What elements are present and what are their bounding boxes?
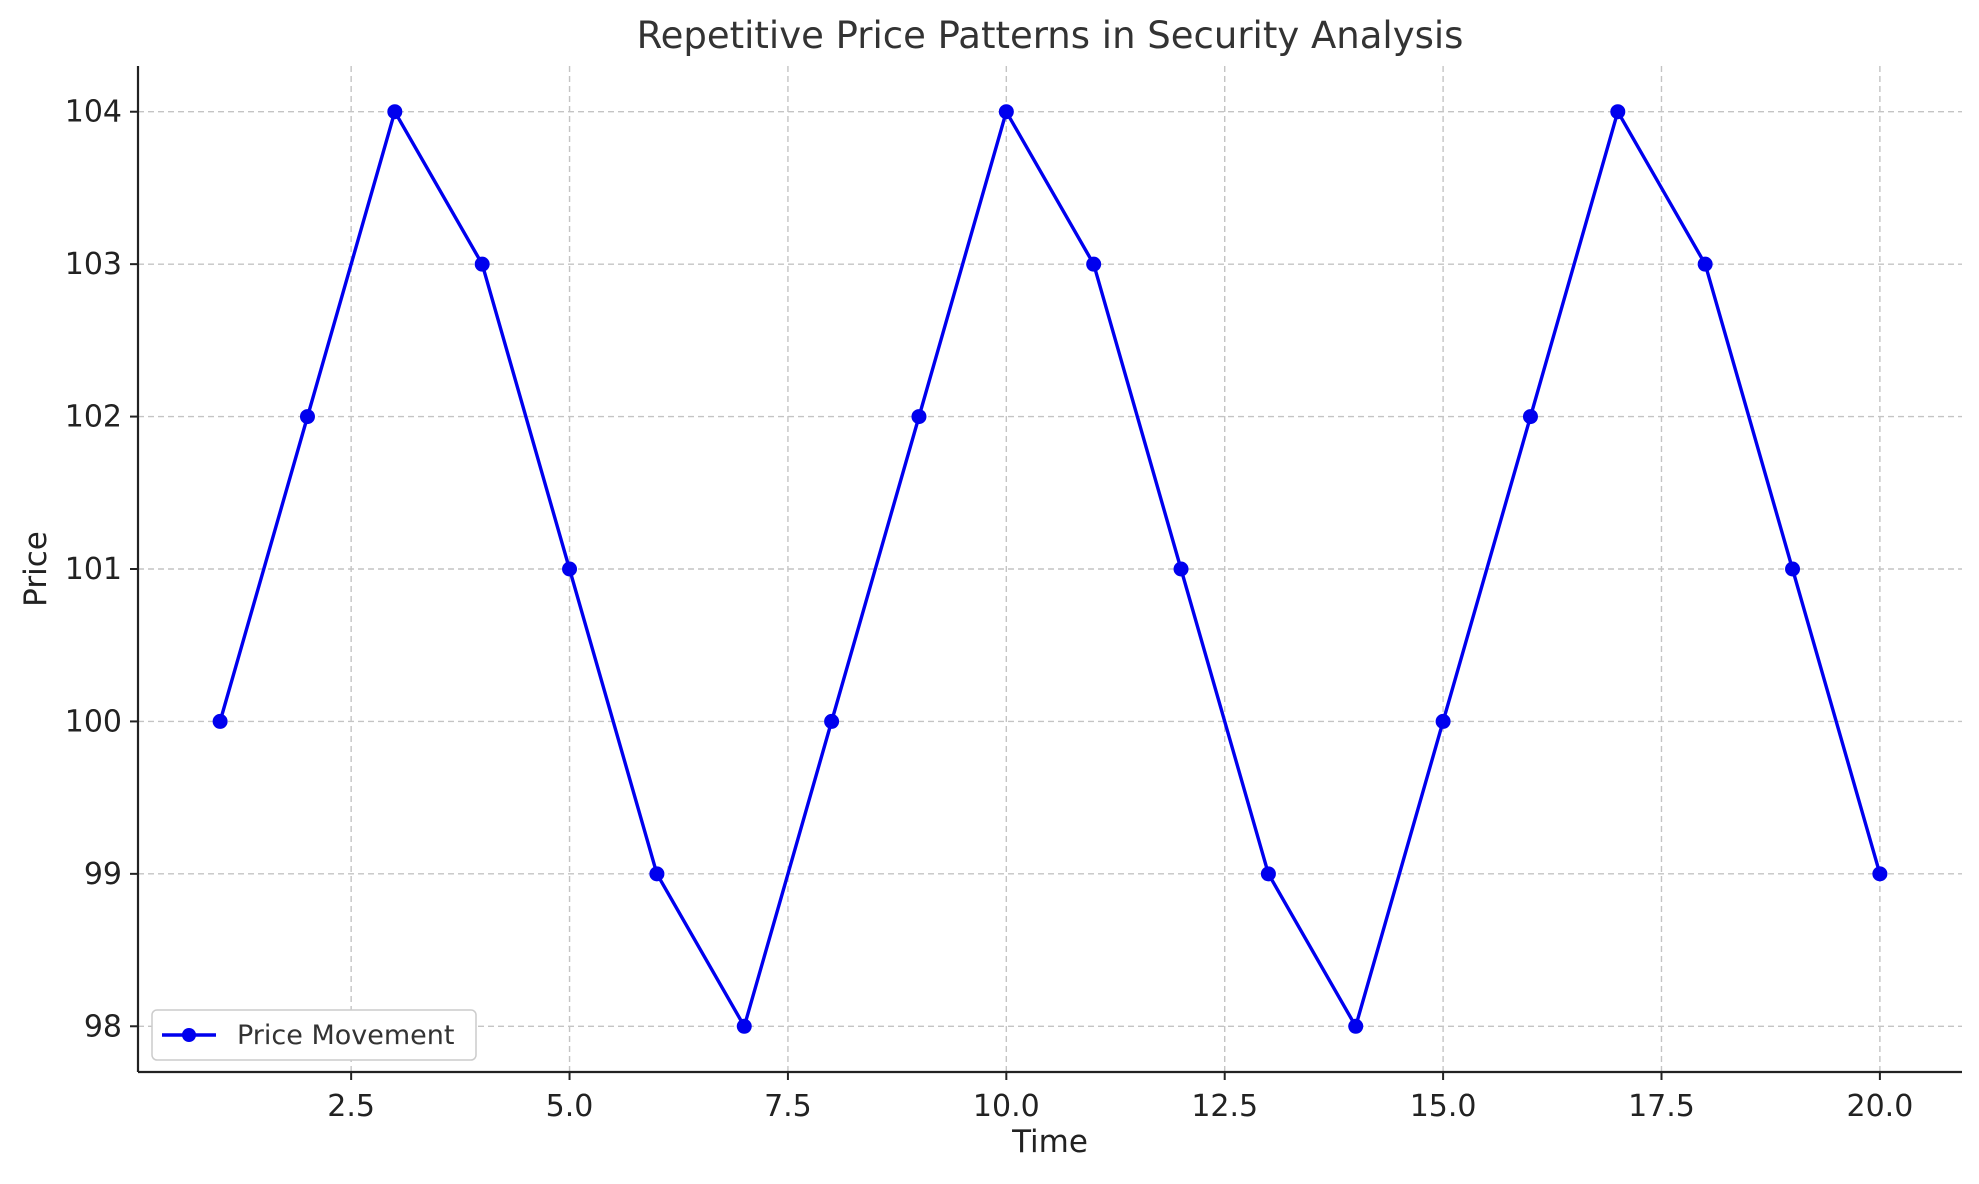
y-tick-label: 100 <box>65 704 122 739</box>
data-point <box>824 713 840 729</box>
data-point <box>387 104 403 120</box>
x-tick-label: 5.0 <box>546 1089 594 1124</box>
data-point <box>1610 104 1626 120</box>
legend-label: Price Movement <box>237 1020 454 1051</box>
data-point <box>1872 866 1888 882</box>
data-point <box>212 713 228 729</box>
chart-title: Repetitive Price Patterns in Security An… <box>637 14 1464 57</box>
y-tick-label: 99 <box>84 857 122 892</box>
data-point <box>562 561 578 577</box>
legend-box <box>151 1009 477 1061</box>
data-point <box>1435 713 1451 729</box>
x-tick-label: 15.0 <box>1410 1089 1477 1124</box>
x-tick-label: 17.5 <box>1628 1089 1695 1124</box>
legend-marker-swatch <box>182 1028 196 1042</box>
data-point <box>649 866 665 882</box>
y-axis-title: Price <box>18 531 54 607</box>
x-tick-label: 7.5 <box>764 1089 812 1124</box>
data-point <box>1522 409 1538 425</box>
y-axis-ticks: 98 99 100 101 102 103 104 <box>65 95 138 1044</box>
x-tick-label: 10.0 <box>973 1089 1040 1124</box>
x-axis-title: Time <box>1011 1124 1088 1160</box>
data-point <box>998 104 1014 120</box>
x-axis-ticks: 2.5 5.0 7.5 10.0 12.5 15.0 17.5 20.0 <box>327 1072 1913 1124</box>
y-tick-label: 98 <box>84 1009 122 1044</box>
data-point <box>1348 1018 1364 1034</box>
data-point <box>1086 256 1102 272</box>
x-tick-label: 2.5 <box>327 1089 375 1124</box>
y-tick-label: 103 <box>65 247 122 282</box>
series-line <box>218 109 1882 1029</box>
y-tick-label: 101 <box>65 552 122 587</box>
data-point <box>736 1018 752 1034</box>
legend: Price Movement <box>151 1009 477 1061</box>
x-tick-label: 12.5 <box>1191 1089 1258 1124</box>
grid <box>138 66 1962 1072</box>
y-tick-label: 104 <box>65 95 122 130</box>
data-point <box>1260 866 1276 882</box>
data-point <box>1173 561 1189 577</box>
data-point <box>1785 561 1801 577</box>
data-point <box>911 409 927 425</box>
data-point <box>299 409 315 425</box>
data-point <box>474 256 490 272</box>
data-point <box>1697 256 1713 272</box>
y-tick-label: 102 <box>65 400 122 435</box>
series-layer <box>212 104 1888 1034</box>
x-tick-label: 20.0 <box>1846 1089 1913 1124</box>
